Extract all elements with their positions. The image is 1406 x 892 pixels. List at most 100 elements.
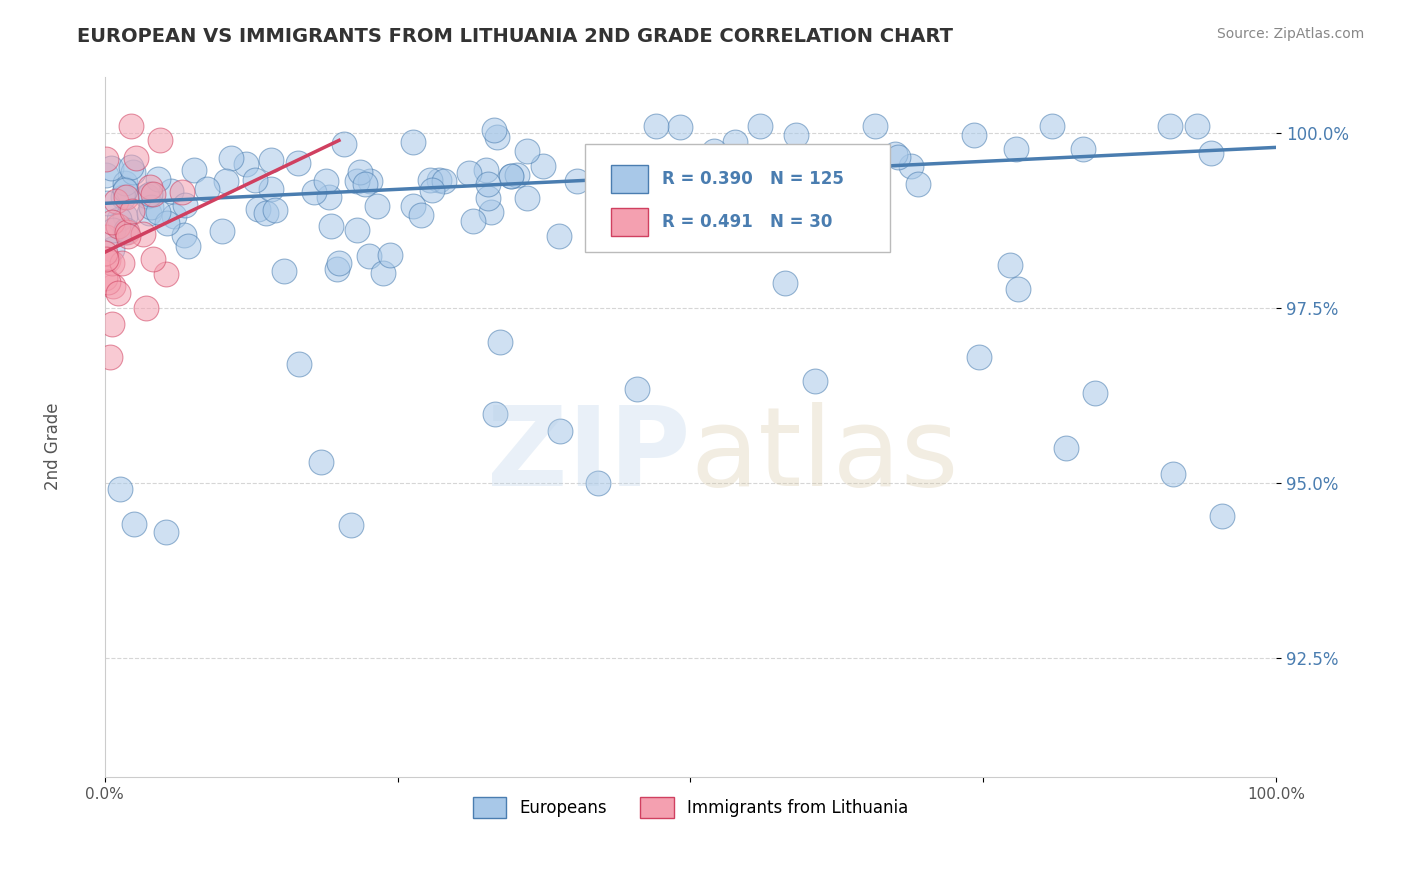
Point [146, 204, 169, 219]
Text: EUROPEAN VS IMMIGRANTS FROM LITHUANIA 2ND GRADE CORRELATION CHART: EUROPEAN VS IMMIGRANTS FROM LITHUANIA 2N… [77, 27, 953, 45]
Point [475, 162, 498, 177]
Point [138, 186, 160, 201]
Point [195, 182, 218, 196]
Point [565, 174, 588, 188]
Point [1187, 120, 1209, 134]
Point [586, 476, 609, 491]
Text: 2nd Grade: 2nd Grade [45, 402, 62, 490]
Point [402, 135, 425, 149]
Point [117, 228, 139, 243]
Point [94, 252, 117, 266]
Text: R = 0.390   N = 125: R = 0.390 N = 125 [662, 170, 844, 188]
Point [302, 185, 325, 199]
Point [93, 270, 115, 285]
Point [211, 225, 233, 239]
Point [326, 262, 349, 277]
Point [773, 276, 796, 290]
Point [98, 350, 121, 364]
Point [1054, 441, 1077, 455]
Point [107, 285, 129, 300]
FancyBboxPatch shape [610, 165, 648, 194]
Point [122, 165, 145, 179]
Point [319, 219, 342, 234]
Point [142, 252, 165, 267]
Point [427, 173, 450, 187]
Point [149, 133, 172, 147]
Point [479, 205, 502, 219]
Point [900, 159, 922, 173]
Point [96, 229, 118, 244]
Point [243, 173, 266, 187]
Point [346, 223, 368, 237]
Point [378, 247, 401, 261]
Point [485, 130, 508, 145]
Point [328, 256, 350, 270]
Point [516, 191, 538, 205]
Point [264, 202, 287, 217]
Point [645, 120, 668, 134]
Point [1211, 508, 1233, 523]
Point [1084, 386, 1107, 401]
Point [120, 160, 142, 174]
Point [651, 181, 673, 195]
Point [419, 173, 441, 187]
Point [422, 183, 444, 197]
Point [114, 176, 136, 190]
Point [499, 169, 522, 183]
Point [139, 180, 162, 194]
Point [287, 156, 309, 170]
Point [548, 228, 571, 243]
Point [139, 200, 162, 214]
Point [865, 120, 887, 134]
Point [749, 120, 772, 134]
Point [477, 178, 499, 192]
Point [1040, 120, 1063, 134]
Point [114, 181, 136, 195]
Point [638, 160, 661, 174]
Point [111, 190, 134, 204]
Point [94, 168, 117, 182]
Point [484, 407, 506, 421]
Point [969, 350, 991, 364]
Point [1199, 146, 1222, 161]
Point [124, 151, 146, 165]
Point [703, 144, 725, 158]
Point [177, 239, 200, 253]
Point [101, 317, 124, 331]
Point [107, 212, 129, 227]
Point [107, 219, 129, 233]
Point [94, 245, 117, 260]
Point [1004, 142, 1026, 156]
FancyBboxPatch shape [610, 208, 648, 235]
Text: Source: ZipAtlas.com: Source: ZipAtlas.com [1216, 27, 1364, 41]
Point [488, 334, 510, 349]
Point [101, 256, 124, 270]
Point [821, 161, 844, 176]
Point [548, 424, 571, 438]
Point [135, 189, 157, 203]
Point [100, 242, 122, 256]
Point [173, 228, 195, 243]
Point [97, 275, 120, 289]
Point [359, 249, 381, 263]
Point [315, 174, 337, 188]
FancyBboxPatch shape [585, 144, 890, 252]
Point [628, 179, 651, 194]
Point [411, 208, 433, 222]
Text: R = 0.491   N = 30: R = 0.491 N = 30 [662, 213, 832, 231]
Point [120, 120, 142, 134]
Point [115, 226, 138, 240]
Point [121, 204, 143, 219]
Point [122, 516, 145, 531]
Point [311, 454, 333, 468]
Point [499, 169, 522, 183]
Point [884, 147, 907, 161]
Point [626, 382, 648, 396]
Point [803, 375, 825, 389]
Point [907, 177, 929, 191]
Point [1071, 142, 1094, 156]
Point [104, 194, 127, 208]
Point [288, 357, 311, 371]
Point [163, 209, 186, 223]
Text: ZIP: ZIP [486, 401, 690, 508]
